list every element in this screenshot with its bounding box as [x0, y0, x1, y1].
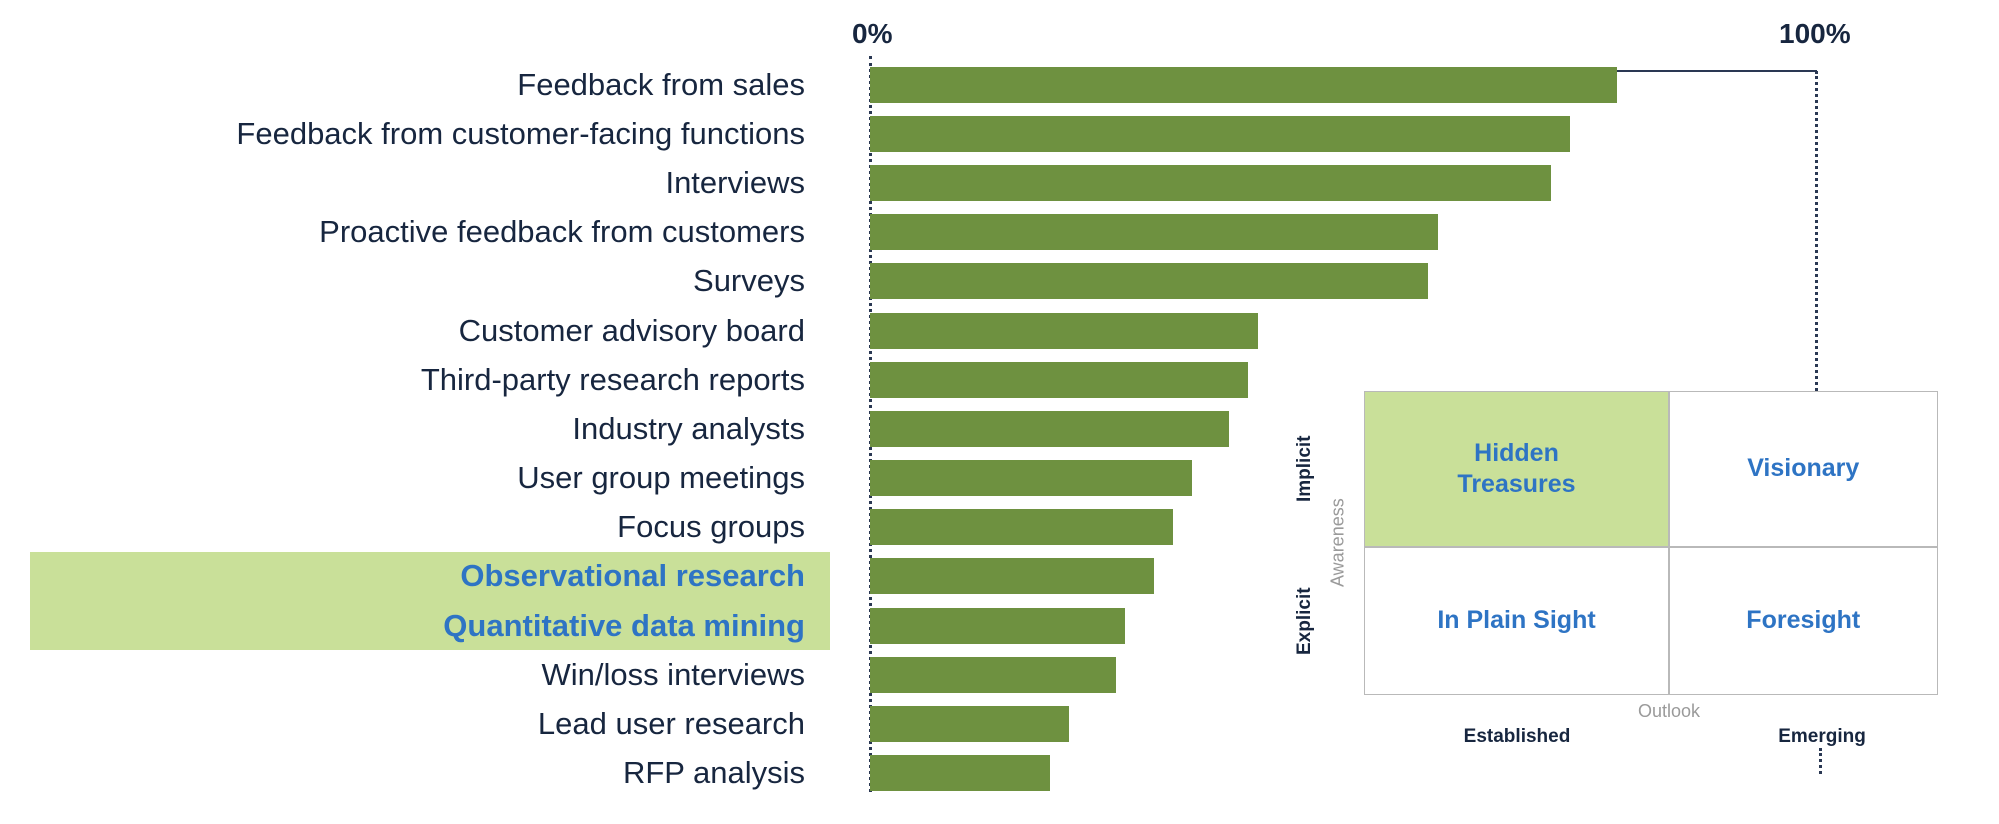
bar-track	[870, 699, 1816, 748]
bar-track	[870, 208, 1816, 257]
category-label: Focus groups	[617, 509, 805, 545]
axis-tick-0: 0%	[852, 18, 893, 49]
chart-row: Quantitative data mining	[0, 601, 1816, 651]
category-label: Feedback from customer-facing functions	[236, 115, 805, 151]
chart-row: Interviews	[0, 158, 1816, 207]
matrix-x-category-established: Established	[1463, 726, 1571, 747]
bar	[870, 460, 1192, 497]
hundred-percent-dotted-line	[1815, 71, 1818, 391]
matrix-x-axis-title: Outlook	[1637, 701, 1701, 721]
matrix-y-axis-title: Awareness	[1327, 498, 1348, 588]
bar	[870, 312, 1258, 349]
bar-track	[870, 503, 1816, 552]
category-label: Win/loss interviews	[541, 656, 805, 692]
chart-row: Customer advisory board	[0, 306, 1816, 355]
quadrant-label: Foresight	[1746, 606, 1861, 635]
category-label: Customer advisory board	[458, 312, 805, 348]
bar	[870, 755, 1050, 792]
chart-row: Industry analysts	[0, 404, 1816, 453]
bar-track	[870, 454, 1816, 503]
matrix-x-category-emerging: Emerging	[1778, 726, 1866, 747]
category-label: Surveys	[693, 263, 805, 299]
awareness-outlook-matrix: Hidden Treasures Visionary In Plain Sigh…	[1364, 391, 1938, 695]
chart-row: Focus groups	[0, 503, 1816, 552]
chart-row: Third-party research reports	[0, 355, 1816, 404]
category-label: RFP analysis	[622, 755, 805, 791]
bar-track	[870, 601, 1816, 650]
category-label: Lead user research	[537, 706, 805, 742]
bar-track	[870, 109, 1816, 158]
category-label: Feedback from sales	[517, 66, 805, 102]
matrix-y-category-explicit: Explicit	[1294, 587, 1315, 655]
bar	[870, 66, 1618, 103]
chart-row: User group meetings	[0, 454, 1816, 503]
axis-tick-100: 100%	[1779, 18, 1851, 49]
category-label: Interviews	[665, 164, 805, 200]
category-label: Observational research	[30, 551, 830, 602]
quadrant-in-plain-sight: In Plain Sight	[1365, 547, 1668, 694]
quadrant-foresight: Foresight	[1669, 547, 1937, 694]
chart-row: Proactive feedback from customers	[0, 208, 1816, 257]
bar	[870, 214, 1438, 251]
bar	[870, 607, 1126, 644]
bar-track	[870, 158, 1816, 207]
bar-rows: Feedback from sales Feedback from custome…	[0, 60, 1816, 798]
chart-row: Feedback from sales	[0, 60, 1816, 109]
bar	[870, 706, 1069, 743]
bar	[870, 263, 1429, 300]
bar	[870, 558, 1154, 595]
chart-row: Surveys	[0, 257, 1816, 306]
quadrant-label: Hidden Treasures	[1457, 438, 1576, 498]
bar-track	[870, 749, 1816, 798]
bar	[870, 115, 1571, 152]
bar-track	[870, 257, 1816, 306]
category-label: Quantitative data mining	[30, 601, 830, 651]
bar	[870, 361, 1249, 398]
chart-row: Observational research	[0, 551, 1816, 602]
bar	[870, 164, 1552, 201]
quadrant-hidden-treasures: Hidden Treasures	[1365, 392, 1668, 546]
hundred-percent-dotted-line-stub	[1819, 748, 1822, 774]
matrix-y-category-implicit: Implicit	[1294, 435, 1315, 502]
bar	[870, 410, 1230, 447]
category-label: Third-party research reports	[420, 361, 805, 397]
category-label: Industry analysts	[572, 410, 805, 446]
bar	[870, 656, 1116, 693]
chart-row: Feedback from customer-facing functions	[0, 109, 1816, 158]
bar-track	[870, 60, 1816, 109]
bar-track	[870, 650, 1816, 699]
category-label: Proactive feedback from customers	[319, 214, 805, 250]
quadrant-label: Visionary	[1747, 454, 1860, 483]
bar-track	[870, 404, 1816, 453]
chart-row: Win/loss interviews	[0, 650, 1816, 699]
quadrant-visionary: Visionary	[1669, 392, 1937, 546]
bar-track	[870, 355, 1816, 404]
quadrant-label: In Plain Sight	[1437, 606, 1596, 635]
chart-row: Lead user research	[0, 699, 1816, 748]
bar-track	[870, 552, 1816, 601]
chart-row: RFP analysis	[0, 749, 1816, 798]
bar	[870, 509, 1173, 546]
category-label: User group meetings	[517, 460, 805, 496]
bar-track	[870, 306, 1816, 355]
